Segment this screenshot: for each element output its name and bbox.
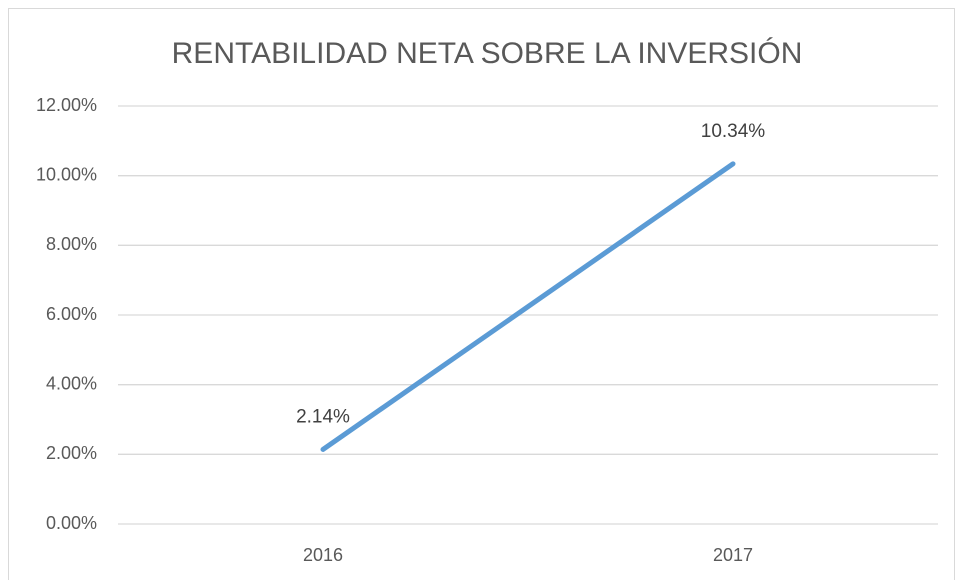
y-tick-label: 8.00% xyxy=(46,234,97,254)
x-tick-label: 2017 xyxy=(713,545,753,565)
chart-border xyxy=(8,8,955,580)
y-tick-label: 10.00% xyxy=(36,164,97,184)
y-tick-label: 4.00% xyxy=(46,373,97,393)
y-tick-label: 2.00% xyxy=(46,443,97,463)
y-tick-label: 0.00% xyxy=(46,513,97,533)
line xyxy=(320,161,736,452)
y-tick-label: 6.00% xyxy=(46,304,97,324)
data-label: 2.14% xyxy=(296,406,350,427)
data-label: 10.34% xyxy=(701,121,766,142)
x-tick-label: 2016 xyxy=(303,545,343,565)
y-tick-label: 12.00% xyxy=(36,95,97,115)
chart-title: RENTABILIDAD NETA SOBRE LA INVERSIÓN xyxy=(172,37,803,70)
